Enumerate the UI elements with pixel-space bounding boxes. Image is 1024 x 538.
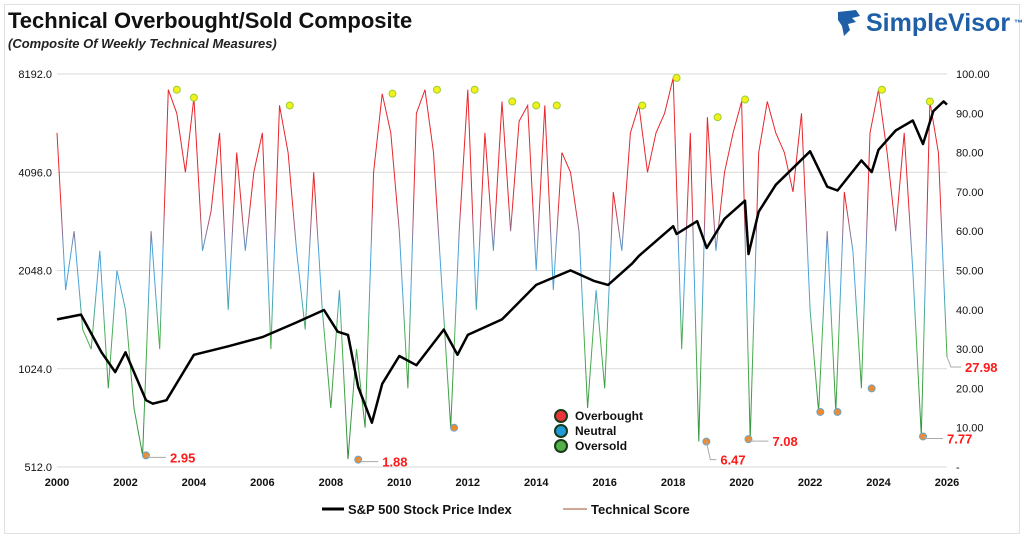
chart-frame	[4, 4, 1020, 534]
chart-title: Technical Overbought/Sold Composite	[8, 8, 413, 33]
x-axis-tick: 2002	[113, 477, 137, 489]
annotation-label: 7.77	[947, 431, 972, 446]
x-axis-tick: 2004	[182, 477, 207, 489]
overbought-marker	[672, 73, 681, 82]
x-axis-tick: 2024	[866, 477, 891, 489]
annotation-leader	[922, 436, 944, 439]
right-axis-tick: 50.00	[956, 266, 984, 278]
legend-overbought-dot	[554, 409, 568, 423]
overbought-marker	[508, 97, 517, 106]
left-axis-tick: 8192.0	[18, 69, 52, 81]
overbought-marker	[713, 113, 722, 122]
overbought-marker	[285, 101, 294, 110]
annotation-label: 6.47	[720, 453, 745, 468]
overbought-marker	[741, 95, 750, 104]
x-axis-tick: 2010	[387, 477, 411, 489]
x-axis-tick: 2012	[456, 477, 480, 489]
left-axis-tick: 4096.0	[18, 167, 52, 179]
left-axis-tick: 2048.0	[18, 266, 52, 278]
left-axis-tick: 512.0	[24, 462, 52, 474]
eagle-icon	[838, 10, 860, 36]
legend-score-label: Technical Score	[591, 502, 690, 517]
annotation-leader	[946, 356, 961, 368]
chart-subtitle: (Composite Of Weekly Technical Measures)	[8, 36, 277, 51]
x-axis-tick: 2020	[729, 477, 753, 489]
right-axis-tick: 60.00	[956, 226, 984, 238]
oversold-marker	[867, 384, 876, 393]
legend-oversold-label: Oversold	[575, 439, 627, 453]
overbought-marker	[172, 85, 181, 94]
right-axis-tick: 70.00	[956, 187, 984, 199]
left-axis-tick: 1024.0	[18, 364, 52, 376]
oversold-marker	[450, 423, 459, 432]
right-axis-tick: 10.00	[956, 423, 984, 435]
legend-sp500-label: S&P 500 Stock Price Index	[348, 502, 513, 517]
annotation-leader	[705, 441, 717, 461]
annotation-leader	[748, 438, 769, 442]
annotation-label: 2.95	[170, 450, 195, 465]
x-axis-tick: 2006	[250, 477, 274, 489]
x-axis-tick: 2008	[319, 477, 343, 489]
annotation-label: 27.98	[965, 360, 998, 375]
overbought-marker	[388, 89, 397, 98]
technical-score-line	[56, 77, 948, 460]
overbought-marker	[532, 101, 541, 110]
legend-oversold-dot	[554, 439, 568, 453]
x-axis-tick: 2018	[661, 477, 685, 489]
x-axis-tick: 2016	[592, 477, 616, 489]
overbought-marker	[432, 85, 441, 94]
x-axis-tick: 2014	[524, 477, 549, 489]
overbought-marker	[638, 101, 647, 110]
right-axis-tick: 20.00	[956, 383, 984, 395]
annotation-leader	[145, 454, 166, 458]
oversold-marker	[833, 407, 842, 416]
overbought-marker	[877, 85, 886, 94]
annotation-leader	[358, 459, 379, 463]
legend-neutral-label: Neutral	[575, 424, 616, 438]
simplevisor-logo: SimpleVisor ™	[836, 8, 1023, 38]
overbought-marker	[925, 97, 934, 106]
overbought-marker	[552, 101, 561, 110]
x-axis-tick: 2026	[935, 477, 959, 489]
right-axis-tick: 90.00	[956, 108, 984, 120]
overbought-marker	[189, 93, 198, 102]
right-axis-tick: -	[956, 462, 960, 474]
oversold-marker	[816, 407, 825, 416]
logo-trademark: ™	[1014, 18, 1024, 28]
legend-overbought-label: Overbought	[575, 409, 643, 423]
annotation-label: 7.08	[772, 434, 797, 449]
right-axis-tick: 80.00	[956, 148, 984, 160]
right-axis-tick: 100.00	[956, 69, 990, 81]
legend-neutral-dot	[554, 424, 568, 438]
right-axis-tick: 30.00	[956, 344, 984, 356]
overbought-marker	[470, 85, 479, 94]
right-axis-tick: 40.00	[956, 305, 984, 317]
sp500-line	[56, 100, 948, 424]
logo-text: SimpleVisor	[866, 8, 1011, 37]
x-axis-tick: 2000	[45, 477, 69, 489]
annotation-label: 1.88	[382, 455, 407, 470]
x-axis-tick: 2022	[798, 477, 822, 489]
